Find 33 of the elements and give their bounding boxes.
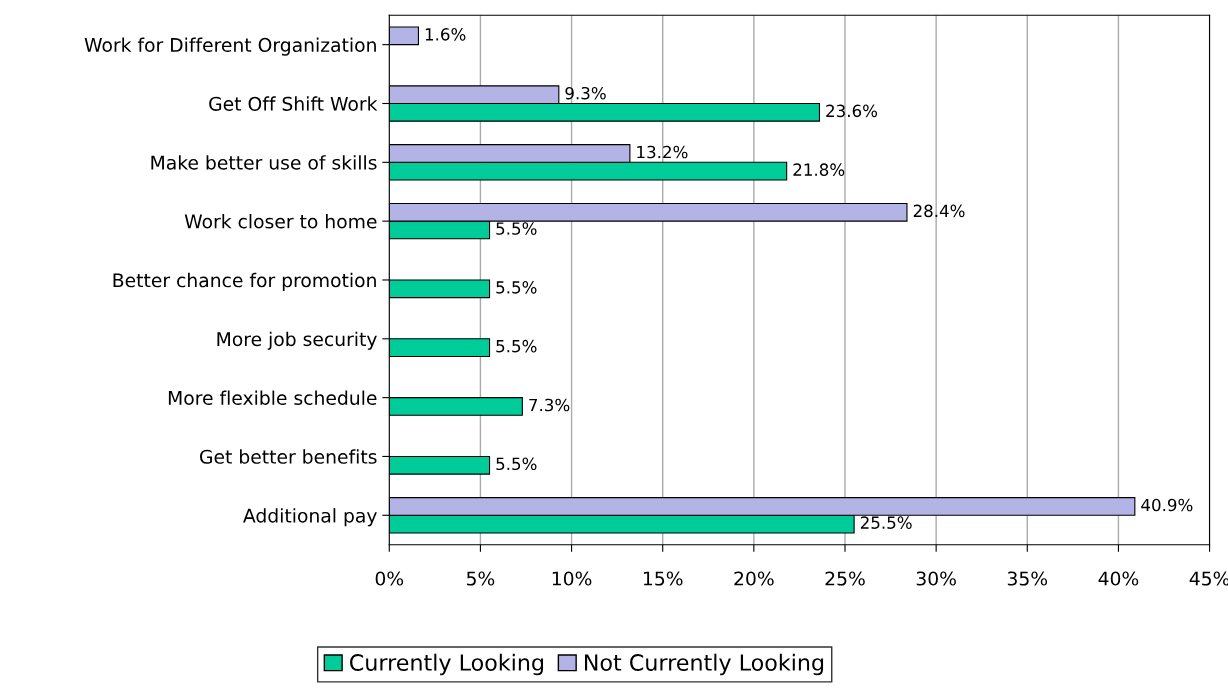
data-label: 25.5% bbox=[860, 516, 912, 529]
x-tick-label: 20% bbox=[734, 571, 774, 586]
x-tick-label: 30% bbox=[916, 571, 956, 586]
legend-label: Not Currently Looking bbox=[585, 653, 824, 676]
y-tick-label: More job security bbox=[217, 331, 377, 350]
y-tick-label: Make better use of skills bbox=[151, 155, 377, 170]
data-label: 28.4% bbox=[913, 204, 965, 218]
x-tick-label: 15% bbox=[643, 571, 683, 586]
data-label: 5.5% bbox=[496, 222, 537, 235]
y-tick-label: Additional pay bbox=[243, 508, 377, 527]
y-tick-label: Get Off Shift Work bbox=[209, 96, 378, 111]
data-label: 40.9% bbox=[1141, 498, 1193, 512]
x-tick-label: 35% bbox=[1007, 571, 1048, 586]
x-tick-label: 25% bbox=[825, 571, 865, 586]
y-tick-label: Work for Different Organization bbox=[84, 37, 376, 56]
x-tick-label: 0% bbox=[375, 571, 404, 586]
y-tick-label: Work closer to home bbox=[184, 214, 377, 229]
data-label: 5.5% bbox=[496, 281, 537, 294]
data-label: 5.5% bbox=[496, 339, 537, 353]
legend-label: Currently Looking bbox=[350, 653, 544, 676]
x-tick-label: 5% bbox=[467, 571, 495, 586]
x-tick-label: 10% bbox=[552, 571, 592, 586]
x-tick-label: 40% bbox=[1098, 571, 1139, 586]
data-label: 1.6% bbox=[425, 28, 466, 41]
y-tick-label: Better chance for promotion bbox=[113, 272, 376, 291]
data-label: 9.3% bbox=[565, 86, 606, 100]
data-label: 23.6% bbox=[826, 104, 878, 118]
data-label: 13.2% bbox=[637, 145, 688, 159]
y-tick-label: Get better benefits bbox=[200, 449, 377, 464]
data-label: 5.5% bbox=[496, 457, 537, 471]
data-label: 21.8% bbox=[793, 163, 845, 176]
y-tick-label: More flexible schedule bbox=[168, 390, 377, 406]
data-label: 7.3% bbox=[529, 398, 570, 412]
